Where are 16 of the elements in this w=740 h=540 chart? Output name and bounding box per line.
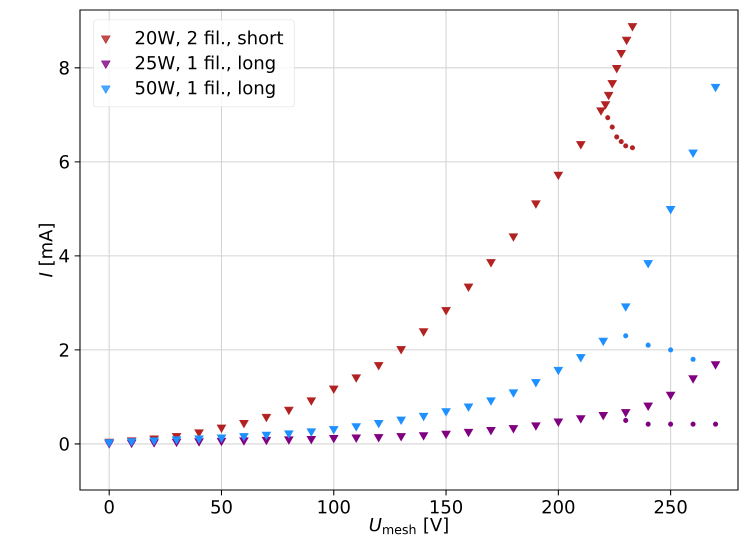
x-tick-label: 100 xyxy=(318,500,350,514)
x-tick-label: 250 xyxy=(654,500,687,514)
y-tick-label: 2 xyxy=(60,343,68,357)
y-tick-label: 4 xyxy=(59,249,69,262)
legend-label: 50W, 1 fil., long xyxy=(136,80,275,98)
x-tick-label: 0 xyxy=(104,500,114,514)
legend-label: 20W, 2 fil., short xyxy=(136,30,284,46)
y-axis-title: I [mA] xyxy=(38,224,55,277)
legend-label: 25W, 1 fil., long xyxy=(136,56,275,73)
x-axis-title: U$_{mesh}$ [V] xyxy=(370,517,448,534)
x-tick-label: 50 xyxy=(211,500,232,514)
y-tick-label: 8 xyxy=(60,61,69,75)
y-tick-label: 6 xyxy=(60,155,69,169)
x-tick-label: 150 xyxy=(430,500,462,514)
x-tick-label: 200 xyxy=(542,500,574,514)
y-tick-label: 0 xyxy=(60,437,69,451)
